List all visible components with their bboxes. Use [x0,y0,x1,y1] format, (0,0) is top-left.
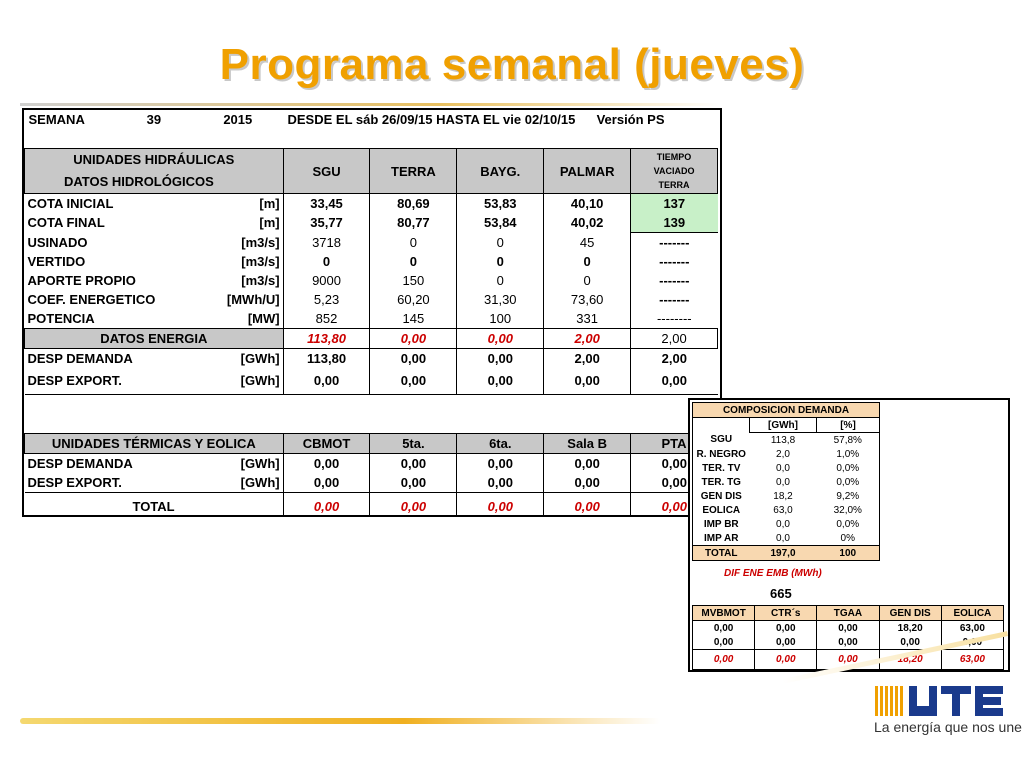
semana-label: SEMANA [28,112,85,127]
table-row: IMP AR 0,0 0% [704,532,855,544]
composition-table: COMPOSICION DEMANDA [GWh] [%] SGU 113,8 57… [692,402,880,561]
table-row: GEN DIS 18,2 9,2% [700,490,860,502]
dif-energia-value: 665 [770,586,792,601]
col-cbmot: CBMOT [282,432,371,454]
table-row: COTA INICIAL [m] 33,45 80,69 53,83 40,10 13… [25,193,718,213]
table-row: TER. TV 0,0 0,0% [702,462,860,474]
table-row: USINADO [m3/s] 3718 0 0 45 ------- [25,232,718,252]
composition-title: COMPOSICION DEMANDA [692,402,880,418]
slide-title: Programa semanal (jueves) [219,40,805,89]
hydro-header-row: UNIDADES HIDRÁULICAS DATOS HIDROLÓGICOS … [24,148,718,194]
table-row: DESP EXPORT. [GWh] 0,00 0,00 0,00 0,00 0,00 [24,472,718,493]
table-row: IMP BR 0,0 0,0% [703,518,860,530]
col-sala-b: Sala B [543,432,632,454]
total-row: TOTAL 197,0 100 [692,545,880,561]
datos-energia-row: DATOS ENERGIA 113,80 0,00 0,00 2,00 2,00 [24,328,718,349]
hydro-subtitle: DATOS HIDROLÓGICOS [64,174,214,189]
col-palmar: PALMAR [543,148,632,194]
year: 2015 [223,112,253,127]
total-row: TOTAL 0,00 0,00 0,00 0,00 0,00 [25,492,718,515]
table-row: R. NEGRO 2,0 1,0% [696,448,860,460]
weekly-program-table: SEMANA 39 2015 DESDE EL sáb 26/09/15 HAS… [22,108,722,517]
table-row: DESP EXPORT. [GWh] 0,00 0,00 0,00 0,00 0,00 [24,368,718,395]
table-row: COEF. ENERGETICO [MWh/U] 5,23 60,20 31,30 7… [25,290,718,309]
composicion-demanda-panel: COMPOSICION DEMANDA [GWh] [%] SGU 113,8 57… [688,398,1010,672]
col-terra: TERRA [369,148,458,194]
title-underline [20,103,720,106]
mv-table: MVBMOT CTR´s TGAA GEN DIS EOLICA 0,00 0,00 … [691,605,1005,670]
table-row: SGU 113,8 57,8% [710,434,862,446]
ute-logo [875,686,1003,716]
table-row: 0,00 0,00 0,00 18,20 63,00 [691,620,1005,635]
table-row: COTA FINAL [m] 35,77 80,77 53,84 40,02 139 [25,213,718,233]
table-row: DESP DEMANDA [GWh] 113,80 0,00 0,00 2,00 2,… [25,348,718,368]
table-row: DESP DEMANDA [GWh] 0,00 0,00 0,00 0,00 0,00 [25,453,718,473]
col-sgu: SGU [282,148,371,194]
table-row: EOLICA 63,0 32,0% [702,504,862,516]
date-range: DESDE EL sáb 26/09/15 HASTA EL vie 02/10… [287,112,576,127]
dif-energia-label: DIF ENE EMB (MWh) [724,568,822,579]
week-header-row: SEMANA 39 2015 DESDE EL sáb 26/09/15 HAS… [25,110,718,129]
col-bayg: BAYG. [456,148,545,194]
hydro-title: UNIDADES HIDRÁULICAS [73,152,235,167]
decorative-swoosh [20,718,660,724]
thermal-header-row: UNIDADES TÉRMICAS Y EOLICA CBMOT 5ta. 6t… [24,432,718,454]
total-row: 0,00 0,00 0,00 18,20 63,00 [691,649,1005,670]
version: Versión PS [596,112,665,127]
table-row: POTENCIA [MW] 852 145 100 331 -------- [25,309,718,329]
table-row: 0,000,00 0,000,00 0,00 [691,635,1005,650]
thermal-title: UNIDADES TÉRMICAS Y EOLICA [24,432,284,454]
col-tiempo-vaciado: TIEMPO VACIADO TERRA [630,148,718,194]
ute-slogan: La energía que nos une [874,719,1022,735]
table-row: TER. TG 0,0 0,0% [701,476,860,488]
col-5ta: 5ta. [369,432,458,454]
week-number: 39 [146,112,162,127]
col-6ta: 6ta. [456,432,545,454]
